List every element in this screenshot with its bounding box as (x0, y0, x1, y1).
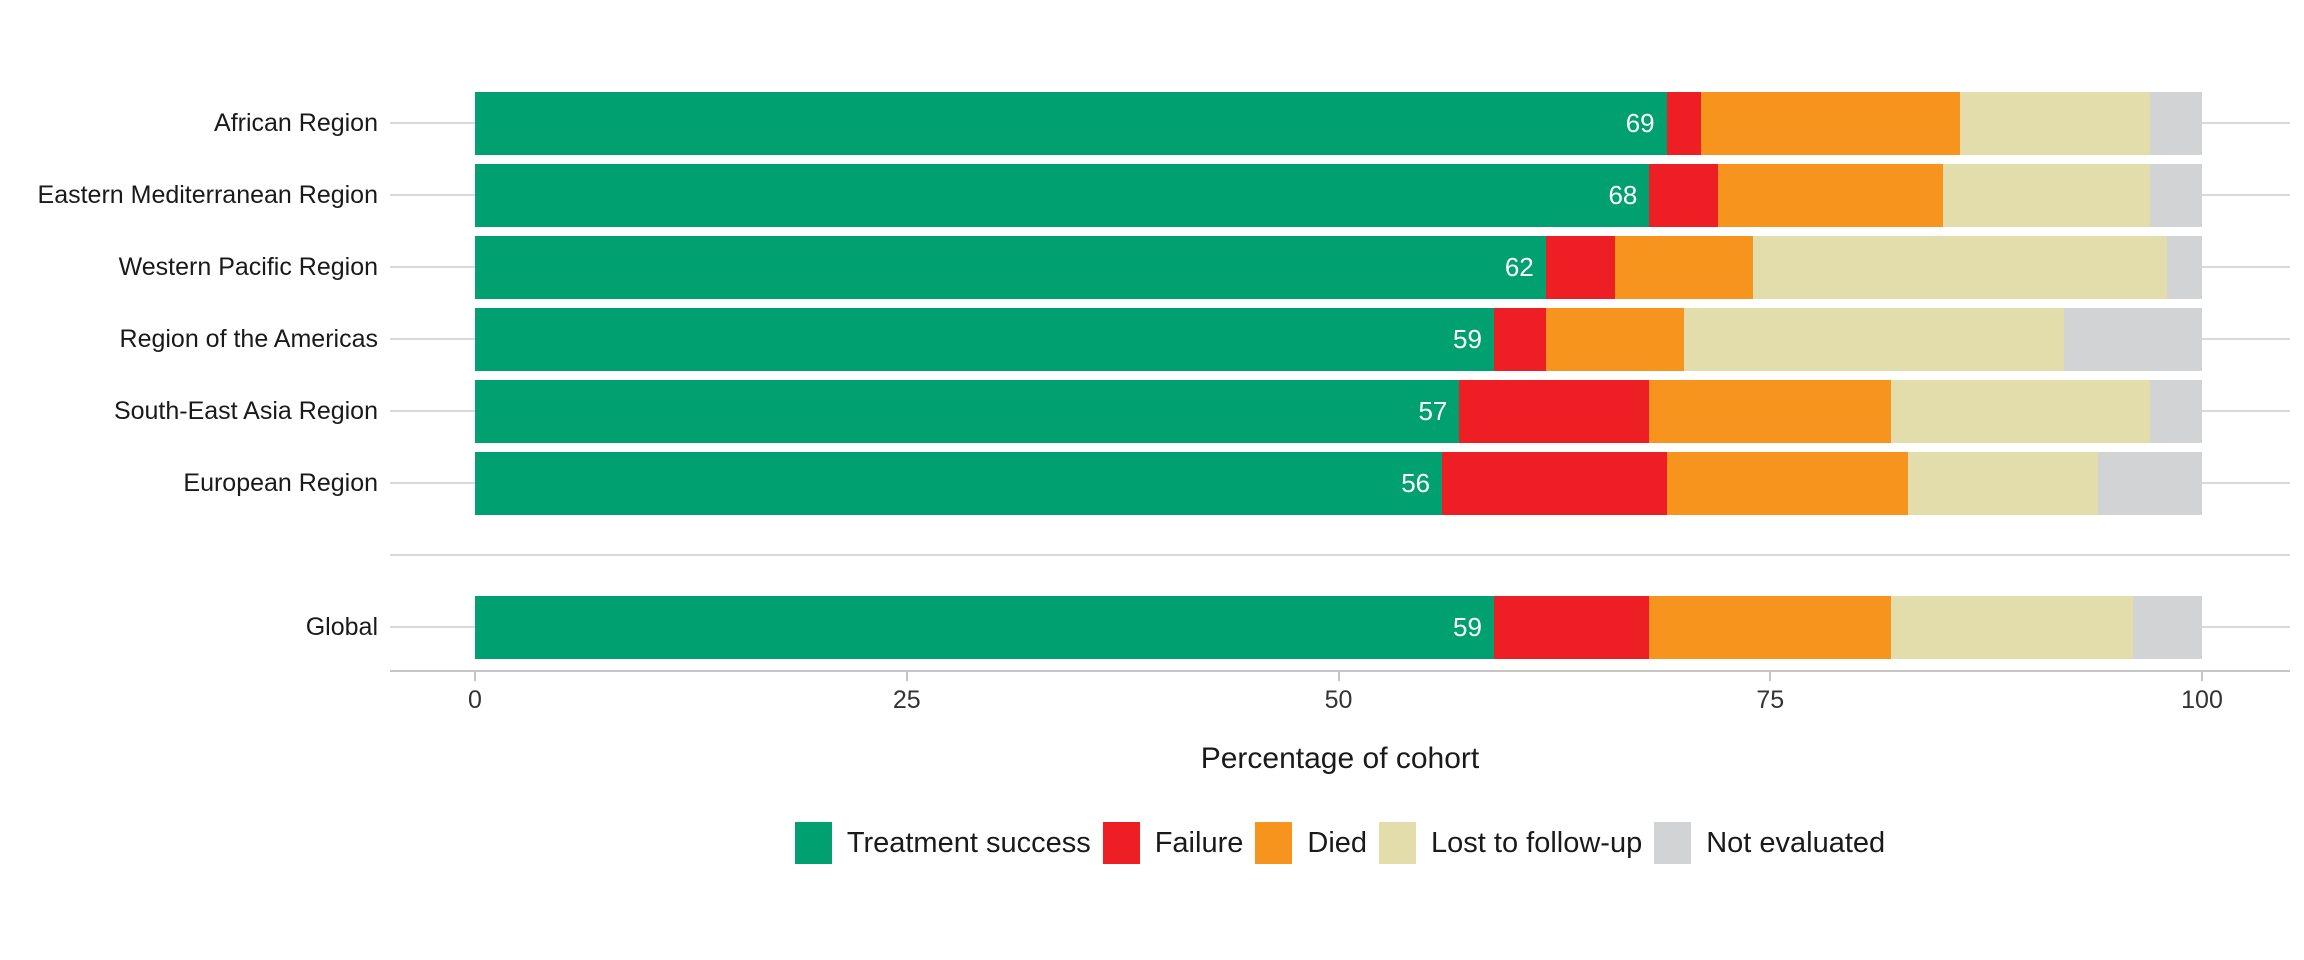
legend-swatch-treatment-success (794, 822, 832, 864)
bar-segment-treatment-success (475, 379, 1460, 443)
legend-swatch-not-evaluated (1654, 822, 1692, 864)
category-label: Eastern Mediterranean Region (37, 181, 378, 209)
category-label: Global (305, 613, 378, 641)
bar-segment-failure (1545, 235, 1615, 299)
bar-value-label: 59 (1453, 611, 1482, 642)
legend-label: Failure (1154, 826, 1244, 859)
legend-swatch-lost-to-follow-up (1379, 822, 1417, 864)
bar-segment-treatment-success (475, 451, 1443, 515)
bar-segment-failure (1493, 307, 1546, 371)
bar-segment-died (1649, 595, 1892, 659)
bar-segment-failure (1442, 451, 1667, 515)
bar-segment-treatment-success (475, 163, 1650, 227)
bar-segment-not-evaluated (2150, 379, 2202, 443)
x-axis-tick-label: 50 (1324, 686, 1353, 714)
category-label: European Region (183, 469, 378, 497)
bar-segment-treatment-success (475, 91, 1667, 155)
legend-label: Lost to follow-up (1431, 826, 1643, 859)
bar-value-label: 56 (1401, 467, 1431, 498)
bar-segment-lost-to-follow-up (1908, 451, 2099, 515)
category-grid-line (390, 554, 2290, 556)
bar-segment-failure (1493, 595, 1650, 659)
bar-segment-treatment-success (475, 307, 1494, 371)
x-axis-tick (1337, 670, 1340, 681)
bar-value-label: 69 (1625, 107, 1655, 138)
legend-label: Not evaluated (1706, 826, 1886, 859)
bar-value-label: 62 (1504, 251, 1534, 282)
legend-label: Treatment success (846, 826, 1091, 859)
bar-segment-died (1545, 307, 1684, 371)
bar-value-label: 59 (1453, 323, 1482, 354)
x-axis-tick-label: 25 (892, 686, 921, 714)
bar-segment-not-evaluated (2098, 451, 2202, 515)
x-axis-title: Percentage of cohort (1200, 742, 1480, 775)
x-axis-tick (905, 670, 908, 681)
x-axis-tick (1769, 670, 1772, 681)
bar-segment-treatment-success (475, 235, 1546, 299)
bar-value-label: 57 (1418, 395, 1448, 426)
bar-segment-not-evaluated (2063, 307, 2202, 371)
legend-item-died: Died (1255, 822, 1367, 864)
legend: Treatment success Failure Died Lost to foll… (390, 822, 2290, 864)
x-axis-tick-label: 100 (2181, 686, 2223, 714)
x-axis-tick (474, 670, 476, 681)
bar-segment-failure (1459, 379, 1650, 443)
bar-segment-not-evaluated (2132, 595, 2202, 659)
category-label: South-East Asia Region (113, 397, 378, 425)
legend-swatch-died (1255, 822, 1293, 864)
bar-segment-died (1614, 235, 1753, 299)
bar-segment-died (1718, 163, 1943, 227)
x-axis-tick-label: 75 (1756, 686, 1785, 714)
bar-segment-lost-to-follow-up (1752, 235, 2168, 299)
bar-segment-not-evaluated (2167, 235, 2202, 299)
category-label: Region of the Americas (119, 325, 378, 353)
bar-value-label: 68 (1608, 179, 1638, 210)
bar-segment-not-evaluated (2150, 91, 2202, 155)
x-axis-tick (2201, 670, 2203, 681)
bar-segment-not-evaluated (2150, 163, 2202, 227)
category-label: Western Pacific Region (118, 253, 378, 281)
x-axis-tick-label: 0 (468, 686, 482, 714)
bar-segment-lost-to-follow-up (1683, 307, 2064, 371)
x-axis-line (390, 670, 2290, 672)
bar-segment-lost-to-follow-up (1891, 379, 2151, 443)
bar-segment-lost-to-follow-up (1960, 91, 2151, 155)
legend-item-treatment-success: Treatment success (794, 822, 1091, 864)
bar-segment-lost-to-follow-up (1891, 595, 2133, 659)
bar-segment-died (1666, 451, 1909, 515)
category-label: African Region (214, 109, 378, 137)
legend-item-not-evaluated: Not evaluated (1654, 822, 1885, 864)
bar-segment-treatment-success (475, 595, 1494, 659)
legend-item-lost-to-follow-up: Lost to follow-up (1379, 822, 1642, 864)
legend-swatch-failure (1102, 822, 1140, 864)
bar-segment-died (1649, 379, 1892, 443)
legend-item-failure: Failure (1102, 822, 1244, 864)
bar-segment-failure (1649, 163, 1719, 227)
bar-segment-failure (1666, 91, 1702, 155)
bar-segment-lost-to-follow-up (1942, 163, 2151, 227)
bar-segment-died (1701, 91, 1961, 155)
legend-label: Died (1307, 826, 1368, 859)
